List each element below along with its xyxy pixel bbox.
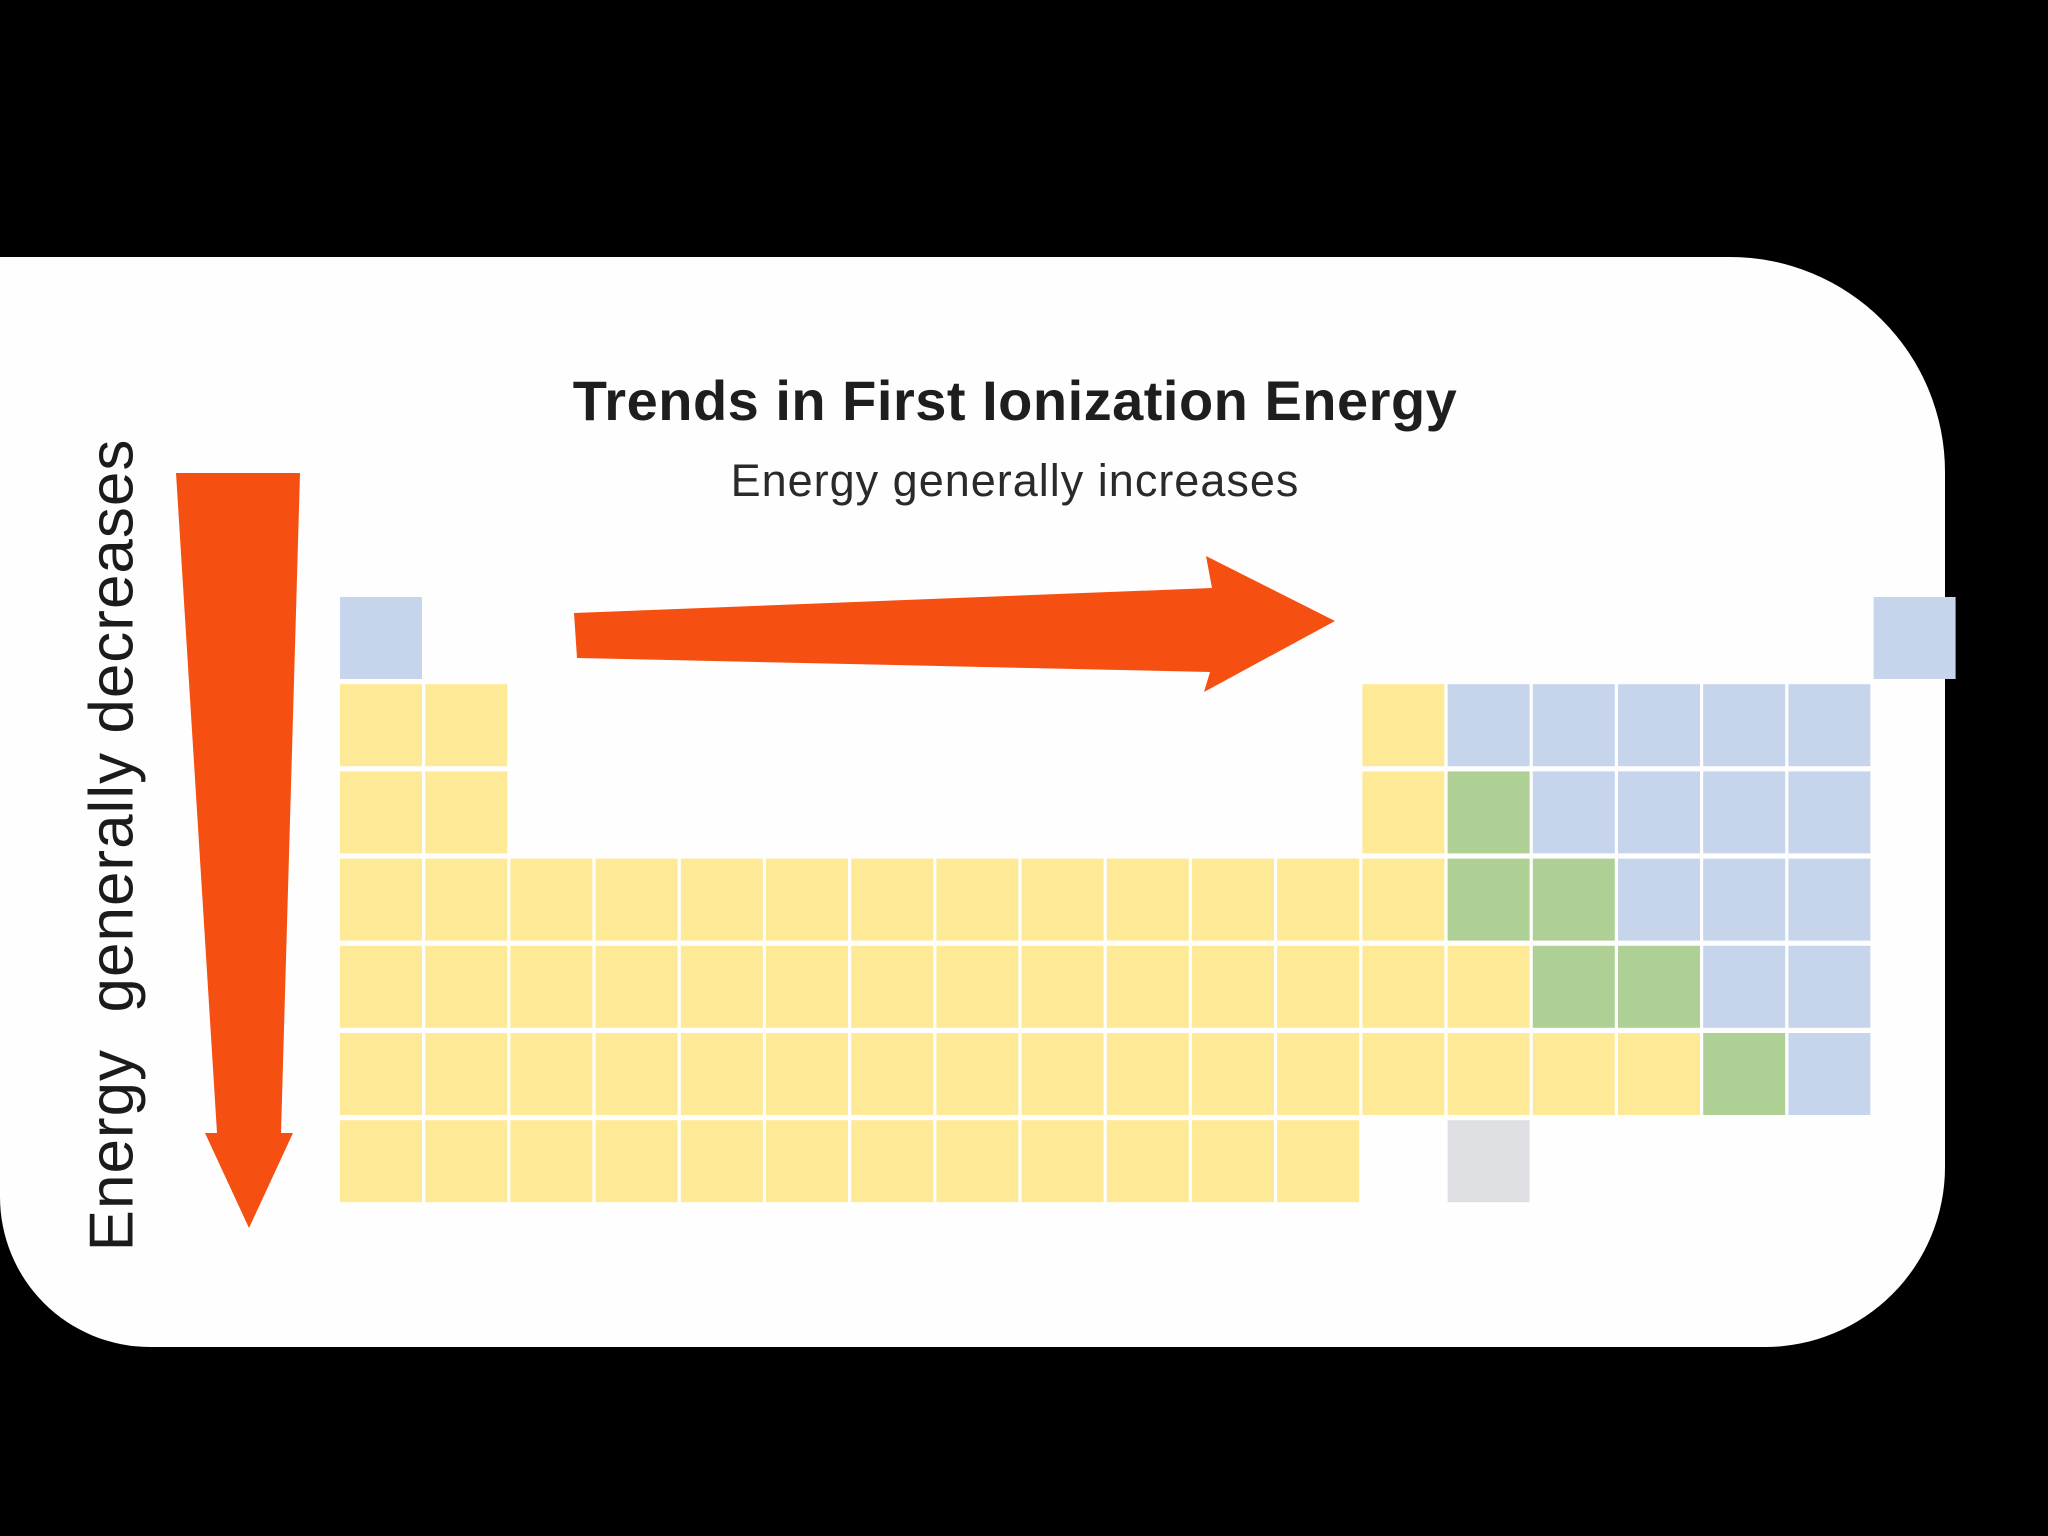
element-cell-metalloid <box>1447 858 1530 941</box>
element-cell-metal <box>936 858 1019 941</box>
element-cell-nonmetal <box>1532 771 1615 854</box>
element-cell-metal <box>766 1120 848 1203</box>
element-cell-nonmetal <box>1703 945 1786 1028</box>
element-cell-nonmetal <box>1873 597 1956 679</box>
element-cell-metal <box>766 858 848 941</box>
element-cell-metal <box>595 1033 678 1115</box>
element-cell-metal <box>1192 945 1274 1028</box>
element-cell-nonmetal <box>1618 858 1700 941</box>
element-cell-metal <box>1106 1120 1189 1203</box>
element-cell-metal <box>1192 1120 1274 1203</box>
element-cell-nonmetal <box>1788 858 1871 941</box>
element-cell-metal <box>425 858 508 941</box>
element-cell-metal <box>1021 858 1104 941</box>
element-cell-nonmetal <box>1703 684 1786 767</box>
element-cell-nonmetal <box>1532 684 1615 767</box>
element-cell-metal <box>595 1120 678 1203</box>
element-cell-metal <box>425 684 508 767</box>
element-cell-metal <box>851 1033 934 1115</box>
element-cell-metal <box>1532 1033 1615 1115</box>
element-cell-nonmetal <box>1788 684 1871 767</box>
element-cell-nonmetal <box>1788 771 1871 854</box>
element-cell-nonmetal <box>1618 771 1700 854</box>
element-cell-metal <box>595 858 678 941</box>
element-cell-metal <box>936 945 1019 1028</box>
element-cell-metal <box>680 1033 763 1115</box>
element-cell-metal <box>425 945 508 1028</box>
element-cell-metal <box>936 1120 1019 1203</box>
element-cell-metal <box>1447 1033 1530 1115</box>
element-cell-metal <box>510 1120 593 1203</box>
element-cell-nonmetal <box>1788 945 1871 1028</box>
element-cell-metal <box>340 1120 422 1203</box>
element-cell-metal <box>1021 1033 1104 1115</box>
element-cell-metal <box>1277 945 1360 1028</box>
element-cell-metal <box>595 945 678 1028</box>
element-cell-metal <box>1277 1120 1360 1203</box>
element-cell-metal <box>510 858 593 941</box>
element-cell-metal <box>510 1033 593 1115</box>
element-cell-metal <box>1362 858 1445 941</box>
element-cell-metal <box>1277 1033 1360 1115</box>
element-cell-metal <box>766 1033 848 1115</box>
element-cell-nonmetal <box>1703 771 1786 854</box>
element-cell-metal <box>425 1033 508 1115</box>
element-cell-metal <box>340 1033 422 1115</box>
element-cell-metal <box>340 771 422 854</box>
element-cell-metalloid <box>1447 771 1530 854</box>
element-cell-metal <box>1106 858 1189 941</box>
element-cell-metal <box>340 684 422 767</box>
element-cell-metal <box>340 945 422 1028</box>
element-cell-metal <box>1618 1033 1700 1115</box>
element-cell-nonmetal <box>1618 684 1700 767</box>
element-cell-metal <box>851 858 934 941</box>
element-cell-metal <box>510 945 593 1028</box>
element-cell-metal <box>851 945 934 1028</box>
element-cell-metal <box>936 1033 1019 1115</box>
down-arrow <box>176 473 300 1228</box>
element-cell-nonmetal <box>1703 858 1786 941</box>
element-cell-metalloid <box>1532 945 1615 1028</box>
element-cell-metal <box>1106 1033 1189 1115</box>
right-arrow <box>574 556 1335 692</box>
element-cell-metal <box>425 771 508 854</box>
increases-label: Energy generally increases <box>730 455 1300 506</box>
element-cell-metal <box>1362 1033 1445 1115</box>
element-cell-metal <box>1447 945 1530 1028</box>
element-cell-metal <box>1362 771 1445 854</box>
element-cell-nonmetal <box>1447 684 1530 767</box>
element-cell-nonmetal <box>340 597 422 679</box>
element-cell-metal <box>1192 858 1274 941</box>
element-cell-unknown <box>1447 1120 1530 1203</box>
element-cell-metal <box>1362 684 1445 767</box>
element-cell-metal <box>1021 1120 1104 1203</box>
element-cell-metal <box>1362 945 1445 1028</box>
element-cell-metal <box>680 945 763 1028</box>
element-cell-metal <box>1277 858 1360 941</box>
element-cell-metal <box>340 858 422 941</box>
diagram-title: Trends in First Ionization Energy <box>572 369 1458 432</box>
element-cell-metal <box>851 1120 934 1203</box>
element-cell-metal <box>425 1120 508 1203</box>
element-cell-metal <box>1021 945 1104 1028</box>
element-cell-metalloid <box>1703 1033 1786 1115</box>
element-cell-metalloid <box>1532 858 1615 941</box>
element-cell-metal <box>680 1120 763 1203</box>
element-cell-metal <box>1192 1033 1274 1115</box>
element-cell-metal <box>1106 945 1189 1028</box>
element-cell-nonmetal <box>1788 1033 1871 1115</box>
element-cell-metalloid <box>1618 945 1700 1028</box>
element-cell-metal <box>680 858 763 941</box>
element-cell-metal <box>766 945 848 1028</box>
